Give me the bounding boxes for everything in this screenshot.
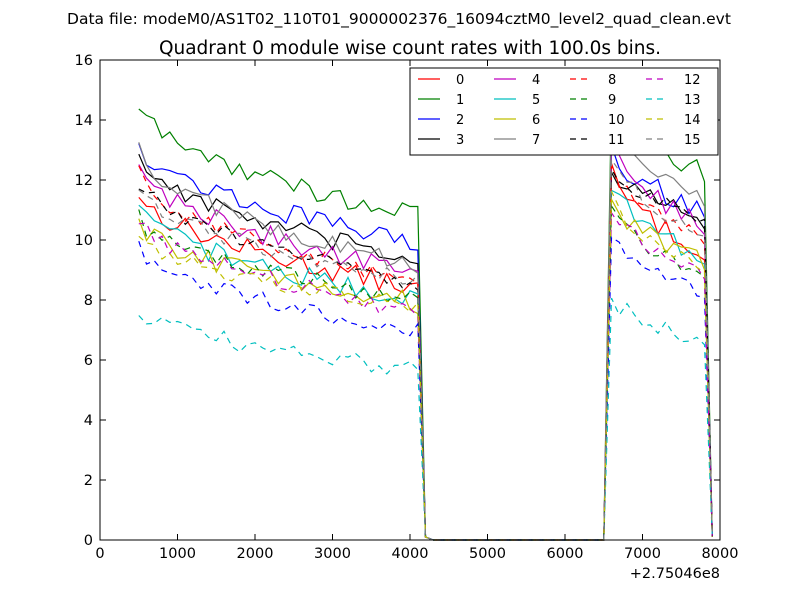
series-line-11 xyxy=(138,167,713,541)
legend-label-9: 9 xyxy=(608,93,616,108)
legend-box xyxy=(409,67,719,156)
y-tick-label: 14 xyxy=(75,113,93,129)
y-tick-label: 2 xyxy=(84,473,93,489)
x-tick-label: 7000 xyxy=(624,546,661,562)
legend-label-1: 1 xyxy=(456,93,464,108)
x-tick-label: 6000 xyxy=(547,546,584,562)
legend-label-6: 6 xyxy=(532,113,540,128)
y-tick-label: 0 xyxy=(84,533,93,549)
x-tick-label: 0 xyxy=(95,546,104,562)
y-tick-label: 16 xyxy=(75,53,93,69)
legend-label-7: 7 xyxy=(532,133,540,148)
x-tick-label: 2000 xyxy=(237,546,274,562)
series-line-15 xyxy=(138,157,713,541)
y-tick-label: 10 xyxy=(75,233,93,249)
series-line-14 xyxy=(138,191,713,541)
legend-label-13: 13 xyxy=(684,93,701,108)
legend-label-2: 2 xyxy=(456,113,464,128)
plot-frame xyxy=(99,59,721,541)
ticks-layer: 0 1000 2000 3000 4000 5000 6000 7000 80000246810… xyxy=(75,53,739,562)
legend-label-12: 12 xyxy=(684,73,701,88)
series-line-13 xyxy=(138,297,713,541)
series-layer xyxy=(138,94,713,541)
legend-label-8: 8 xyxy=(608,73,616,88)
chart-title: Quadrant 0 module wise count rates with … xyxy=(159,38,661,59)
x-tick-label: 3000 xyxy=(314,546,351,562)
y-tick-label: 8 xyxy=(84,293,93,309)
legend-label-3: 3 xyxy=(456,133,464,148)
x-tick-label: 5000 xyxy=(469,546,506,562)
x-offset-label: +2.75046e8 xyxy=(630,566,720,582)
y-tick-label: 12 xyxy=(75,173,93,189)
legend-label-15: 15 xyxy=(684,133,701,148)
y-tick-label: 4 xyxy=(84,413,93,429)
legend-label-4: 4 xyxy=(532,73,540,88)
legend-label-0: 0 xyxy=(456,73,464,88)
x-tick-label: 4000 xyxy=(392,546,429,562)
legend-label-14: 14 xyxy=(684,113,701,128)
y-tick-label: 6 xyxy=(84,353,93,369)
legend-label-5: 5 xyxy=(532,93,540,108)
legend-label-11: 11 xyxy=(608,133,625,148)
series-line-10 xyxy=(138,236,713,541)
chart-suptitle: Data file: modeM0/AS1T02_110T01_90000023… xyxy=(67,10,731,29)
x-tick-label: 1000 xyxy=(159,546,196,562)
x-tick-label: 8000 xyxy=(702,546,739,562)
legend-label-10: 10 xyxy=(608,113,625,128)
